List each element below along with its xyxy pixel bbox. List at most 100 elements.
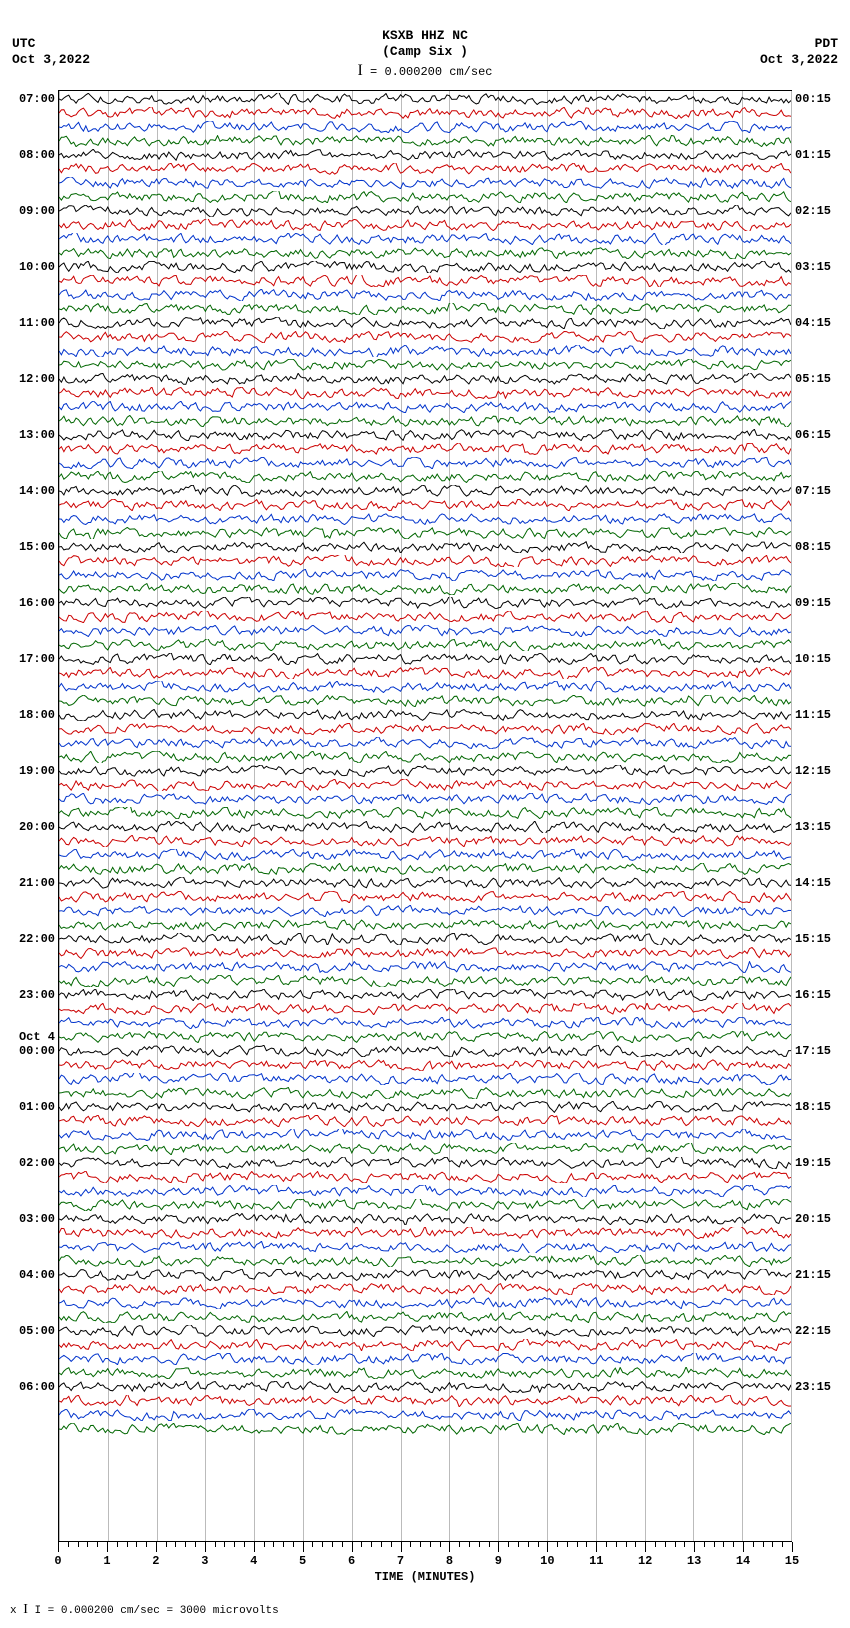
trace-row (59, 631, 791, 632)
trace-row (59, 267, 791, 268)
utc-time-label: 10:00 (19, 260, 55, 274)
pdt-time-label: 01:15 (795, 148, 831, 162)
utc-time-label: 19:00 (19, 764, 55, 778)
x-tick-minor (782, 1542, 783, 1547)
x-tick-label: 13 (687, 1554, 701, 1568)
x-tick-label: 8 (446, 1554, 453, 1568)
pdt-time-label: 08:15 (795, 540, 831, 554)
grid-line-vertical (791, 91, 792, 1541)
trace-waveform (59, 947, 791, 959)
trace-row (59, 1387, 791, 1388)
trace-waveform (59, 499, 791, 511)
trace-row (59, 1303, 791, 1304)
trace-waveform (59, 191, 791, 203)
utc-time-label: 20:00 (19, 820, 55, 834)
x-tick-minor (410, 1542, 411, 1547)
trace-row (59, 855, 791, 856)
trace-row (59, 1163, 791, 1164)
x-tick-minor (616, 1542, 617, 1547)
trace-waveform (59, 639, 791, 651)
trace-waveform (59, 1381, 791, 1393)
trace-row (59, 659, 791, 660)
tz-left: UTC (12, 36, 90, 52)
x-tick-major (156, 1542, 157, 1552)
trace-row (59, 141, 791, 142)
trace-waveform (59, 513, 791, 525)
trace-waveform (59, 709, 791, 721)
footer-prefix: x (10, 1605, 23, 1617)
trace-row (59, 365, 791, 366)
x-tick-minor (489, 1542, 490, 1547)
trace-row (59, 743, 791, 744)
trace-waveform (59, 1227, 791, 1239)
trace-waveform (59, 597, 791, 609)
trace-row (59, 253, 791, 254)
pdt-time-label: 15:15 (795, 932, 831, 946)
x-tick-major (401, 1542, 402, 1552)
trace-waveform (59, 1185, 791, 1197)
trace-waveform (59, 107, 791, 119)
trace-waveform (59, 303, 791, 315)
trace-row (59, 295, 791, 296)
x-tick-minor (361, 1542, 362, 1547)
trace-waveform (59, 541, 791, 553)
utc-time-label: 15:00 (19, 540, 55, 554)
x-tick-label: 6 (348, 1554, 355, 1568)
trace-waveform (59, 1353, 791, 1365)
utc-time-label: 11:00 (19, 316, 55, 330)
trace-waveform (59, 1045, 791, 1057)
trace-row (59, 1121, 791, 1122)
trace-row (59, 421, 791, 422)
trace-waveform (59, 527, 791, 539)
x-tick-minor (273, 1542, 274, 1547)
trace-row (59, 533, 791, 534)
pdt-time-label: 11:15 (795, 708, 831, 722)
trace-waveform (59, 1101, 791, 1113)
trace-waveform (59, 177, 791, 189)
trace-waveform (59, 975, 791, 987)
trace-row (59, 1429, 791, 1430)
trace-waveform (59, 1255, 791, 1267)
x-tick-minor (606, 1542, 607, 1547)
trace-waveform (59, 163, 791, 175)
x-tick-minor (68, 1542, 69, 1547)
trace-row (59, 99, 791, 100)
seismogram-plot: 07:0000:1508:0001:1509:0002:1510:0003:15… (58, 90, 792, 1542)
trace-row (59, 379, 791, 380)
trace-waveform (59, 135, 791, 147)
trace-row (59, 883, 791, 884)
trace-waveform (59, 1073, 791, 1085)
trace-waveform (59, 317, 791, 329)
date-marker: Oct 4 (19, 1030, 55, 1044)
x-tick-major (596, 1542, 597, 1552)
trace-row (59, 1009, 791, 1010)
trace-row (59, 715, 791, 716)
trace-row (59, 169, 791, 170)
x-tick-minor (508, 1542, 509, 1547)
utc-time-label: 18:00 (19, 708, 55, 722)
x-tick-label: 9 (495, 1554, 502, 1568)
scale-bar-icon: I (358, 62, 363, 79)
x-tick-minor (459, 1542, 460, 1547)
x-tick-minor (723, 1542, 724, 1547)
trace-waveform (59, 1087, 791, 1099)
trace-waveform (59, 219, 791, 231)
trace-row (59, 967, 791, 968)
trace-row (59, 771, 791, 772)
footer-text: I = 0.000200 cm/sec = 3000 microvolts (34, 1605, 278, 1617)
pdt-time-label: 17:15 (795, 1044, 831, 1058)
trace-row (59, 1233, 791, 1234)
trace-row (59, 337, 791, 338)
trace-row (59, 827, 791, 828)
x-tick-minor (371, 1542, 372, 1547)
trace-waveform (59, 1283, 791, 1295)
date-right: Oct 3,2022 (760, 52, 838, 68)
date-left: Oct 3,2022 (12, 52, 90, 68)
x-tick-minor (185, 1542, 186, 1547)
pdt-time-label: 13:15 (795, 820, 831, 834)
trace-waveform (59, 457, 791, 469)
x-tick-minor (78, 1542, 79, 1547)
pdt-time-label: 14:15 (795, 876, 831, 890)
trace-row (59, 799, 791, 800)
trace-row (59, 477, 791, 478)
